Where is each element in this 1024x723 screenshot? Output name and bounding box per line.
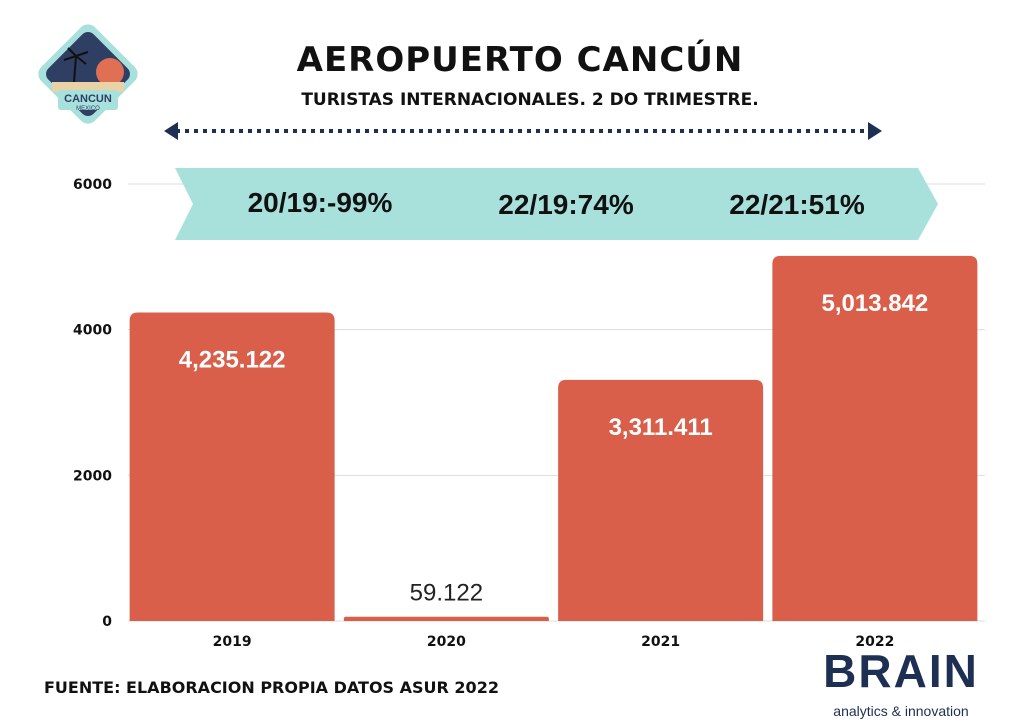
bar-chart: 20/19:-99% 22/19:74% 22/21:51% 0 2000 4000… <box>73 168 985 650</box>
source-note: FUENTE: ELABORACION PROPIA DATOS ASUR 20… <box>44 678 499 697</box>
x-tick-label: 2021 <box>641 634 680 650</box>
bar-value-label: 59.122 <box>410 580 483 607</box>
y-tick-label: 2000 <box>73 468 112 484</box>
cancun-logo: CANCUN MEXICO <box>38 24 138 124</box>
y-tick-label: 6000 <box>73 177 112 193</box>
bars: 4,235.122 59.122 3,311.411 5,013.842 <box>129 255 978 621</box>
bar-value-label: 5,013.842 <box>821 290 928 317</box>
bar-value-label: 3,311.411 <box>609 414 713 441</box>
x-tick-label: 2019 <box>213 634 252 650</box>
bar-2022 <box>772 255 978 621</box>
y-tick-label: 0 <box>102 614 112 630</box>
comparison-banner <box>175 168 938 240</box>
chart-subtitle: TURISTAS INTERNACIONALES. 2 DO TRIMESTRE… <box>301 90 759 110</box>
x-axis: 2019 2020 2021 2022 <box>213 634 895 650</box>
brand-tagline: analytics & innovation <box>833 703 969 719</box>
x-tick-label: 2020 <box>427 634 466 650</box>
logo-city: CANCUN <box>64 93 112 105</box>
y-tick-label: 4000 <box>73 323 112 339</box>
stat-2022-vs-2019: 22/19:74% <box>498 189 634 220</box>
logo-country: MEXICO <box>76 106 100 112</box>
stat-2020-vs-2019: 20/19:-99% <box>248 187 393 218</box>
brand-logo: BRAIN <box>823 645 979 697</box>
stat-2022-vs-2021: 22/21:51% <box>729 189 865 220</box>
timeline-arrow <box>164 122 882 140</box>
bar-2020 <box>343 616 549 621</box>
bar-2019 <box>129 312 335 621</box>
y-axis: 0 2000 4000 6000 <box>73 177 112 630</box>
chart-title: AEROPUERTO CANCÚN <box>296 40 744 80</box>
bar-value-label: 4,235.122 <box>179 347 286 374</box>
x-tick-label: 2022 <box>855 634 894 650</box>
bar-2021 <box>558 379 764 621</box>
